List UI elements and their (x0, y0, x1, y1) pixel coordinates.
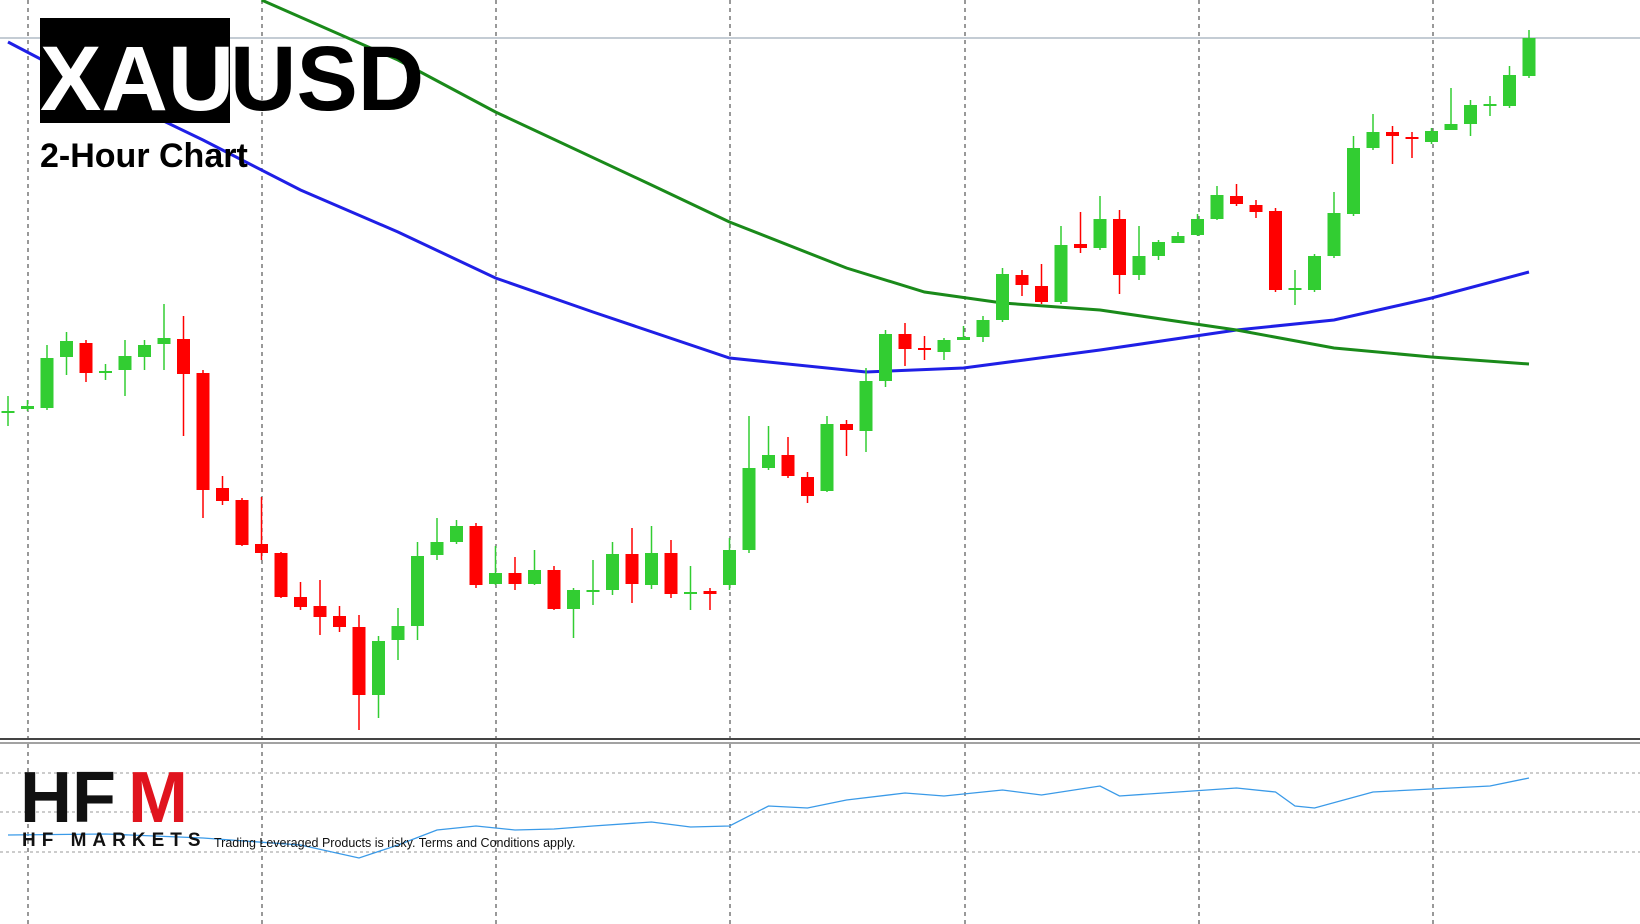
candle-body (664, 553, 678, 594)
candle-body (333, 616, 346, 627)
candle-body (1210, 195, 1224, 219)
candle-body (1113, 219, 1126, 275)
candle-body (1347, 148, 1360, 214)
candle-body (1249, 205, 1263, 212)
candle-body (60, 341, 73, 357)
candle-body (1483, 104, 1497, 106)
candle-body (1327, 213, 1341, 256)
candle-body (976, 320, 990, 337)
candle-body (372, 641, 385, 695)
candle-body (1405, 137, 1419, 139)
logo-left: HF (20, 758, 116, 838)
candle-body (1171, 236, 1185, 243)
candle-body (1503, 75, 1516, 106)
candle-body (118, 356, 132, 370)
candle-body (21, 406, 34, 409)
candle-body (586, 590, 600, 592)
plot (1, 0, 1536, 859)
candle-body (255, 544, 268, 553)
candle-body (1308, 256, 1321, 290)
candle-body (801, 477, 814, 496)
candle-body (469, 526, 483, 585)
candle-body (1366, 132, 1380, 148)
candle-body (1035, 286, 1048, 302)
candle-body (898, 334, 912, 349)
candle-body (645, 553, 658, 585)
candle-body (450, 526, 463, 542)
time-separators (27, 0, 1434, 924)
candle-body (1015, 275, 1029, 285)
candle-body (1425, 131, 1438, 142)
symbol-quote: USD (230, 28, 424, 130)
line (7, 40, 1530, 374)
candle-body (1093, 219, 1107, 248)
candle-body (567, 590, 580, 609)
candle-body (352, 627, 366, 695)
line (260, 0, 1530, 366)
candle-body (723, 550, 736, 585)
candle-body (528, 570, 541, 584)
candle-body (1074, 244, 1087, 248)
candle-body (937, 340, 951, 352)
candle-body (996, 274, 1009, 320)
line (7, 777, 1530, 859)
candle-body (235, 500, 249, 545)
candle-body (918, 348, 931, 350)
candle-body (625, 554, 639, 584)
candle-body (1, 411, 15, 413)
candle-body (840, 424, 853, 430)
candle-body (274, 553, 288, 597)
candle-body (703, 591, 717, 594)
candle-body (859, 381, 873, 431)
candle-body (820, 424, 834, 491)
candle-body (1191, 219, 1204, 235)
candle-body (177, 339, 190, 374)
candle-body (313, 606, 327, 617)
candle-body (742, 468, 756, 550)
candle-body (157, 338, 171, 344)
candle-body (1464, 105, 1477, 124)
candle-body (1152, 242, 1165, 256)
candle-body (508, 573, 522, 584)
symbol-base: XAU (40, 28, 234, 130)
candle-body (684, 592, 697, 594)
candle-body (547, 570, 561, 609)
candle-body (196, 373, 210, 490)
disclaimer: Trading Leveraged Products is risky. Ter… (214, 836, 576, 850)
candle-body (489, 573, 502, 584)
candle-body (957, 337, 970, 340)
candle-body (216, 488, 229, 501)
candle-body (79, 343, 93, 373)
candle-body (99, 371, 112, 373)
candle-body (1230, 196, 1243, 204)
logo-right: M (128, 758, 188, 838)
candle-body (1444, 124, 1458, 130)
candle-body (762, 455, 775, 468)
candle-body (294, 597, 307, 607)
symbol-box (40, 18, 230, 123)
candle-body (430, 542, 444, 555)
candle-body (40, 358, 54, 408)
candle-body (1269, 211, 1282, 290)
candle-body (1132, 256, 1146, 275)
subtitle: 2-Hour Chart (40, 137, 248, 175)
candle-body (1386, 132, 1399, 136)
candle-body (1054, 245, 1068, 302)
candle-body (138, 345, 151, 357)
candle-body (1522, 38, 1536, 76)
brand: HF MARKETS (22, 830, 207, 851)
candle-body (781, 455, 795, 476)
candle-body (879, 334, 892, 381)
candle-body (1288, 288, 1302, 290)
candle-body (391, 626, 405, 640)
candle-body (411, 556, 424, 626)
candle-body (606, 554, 619, 590)
